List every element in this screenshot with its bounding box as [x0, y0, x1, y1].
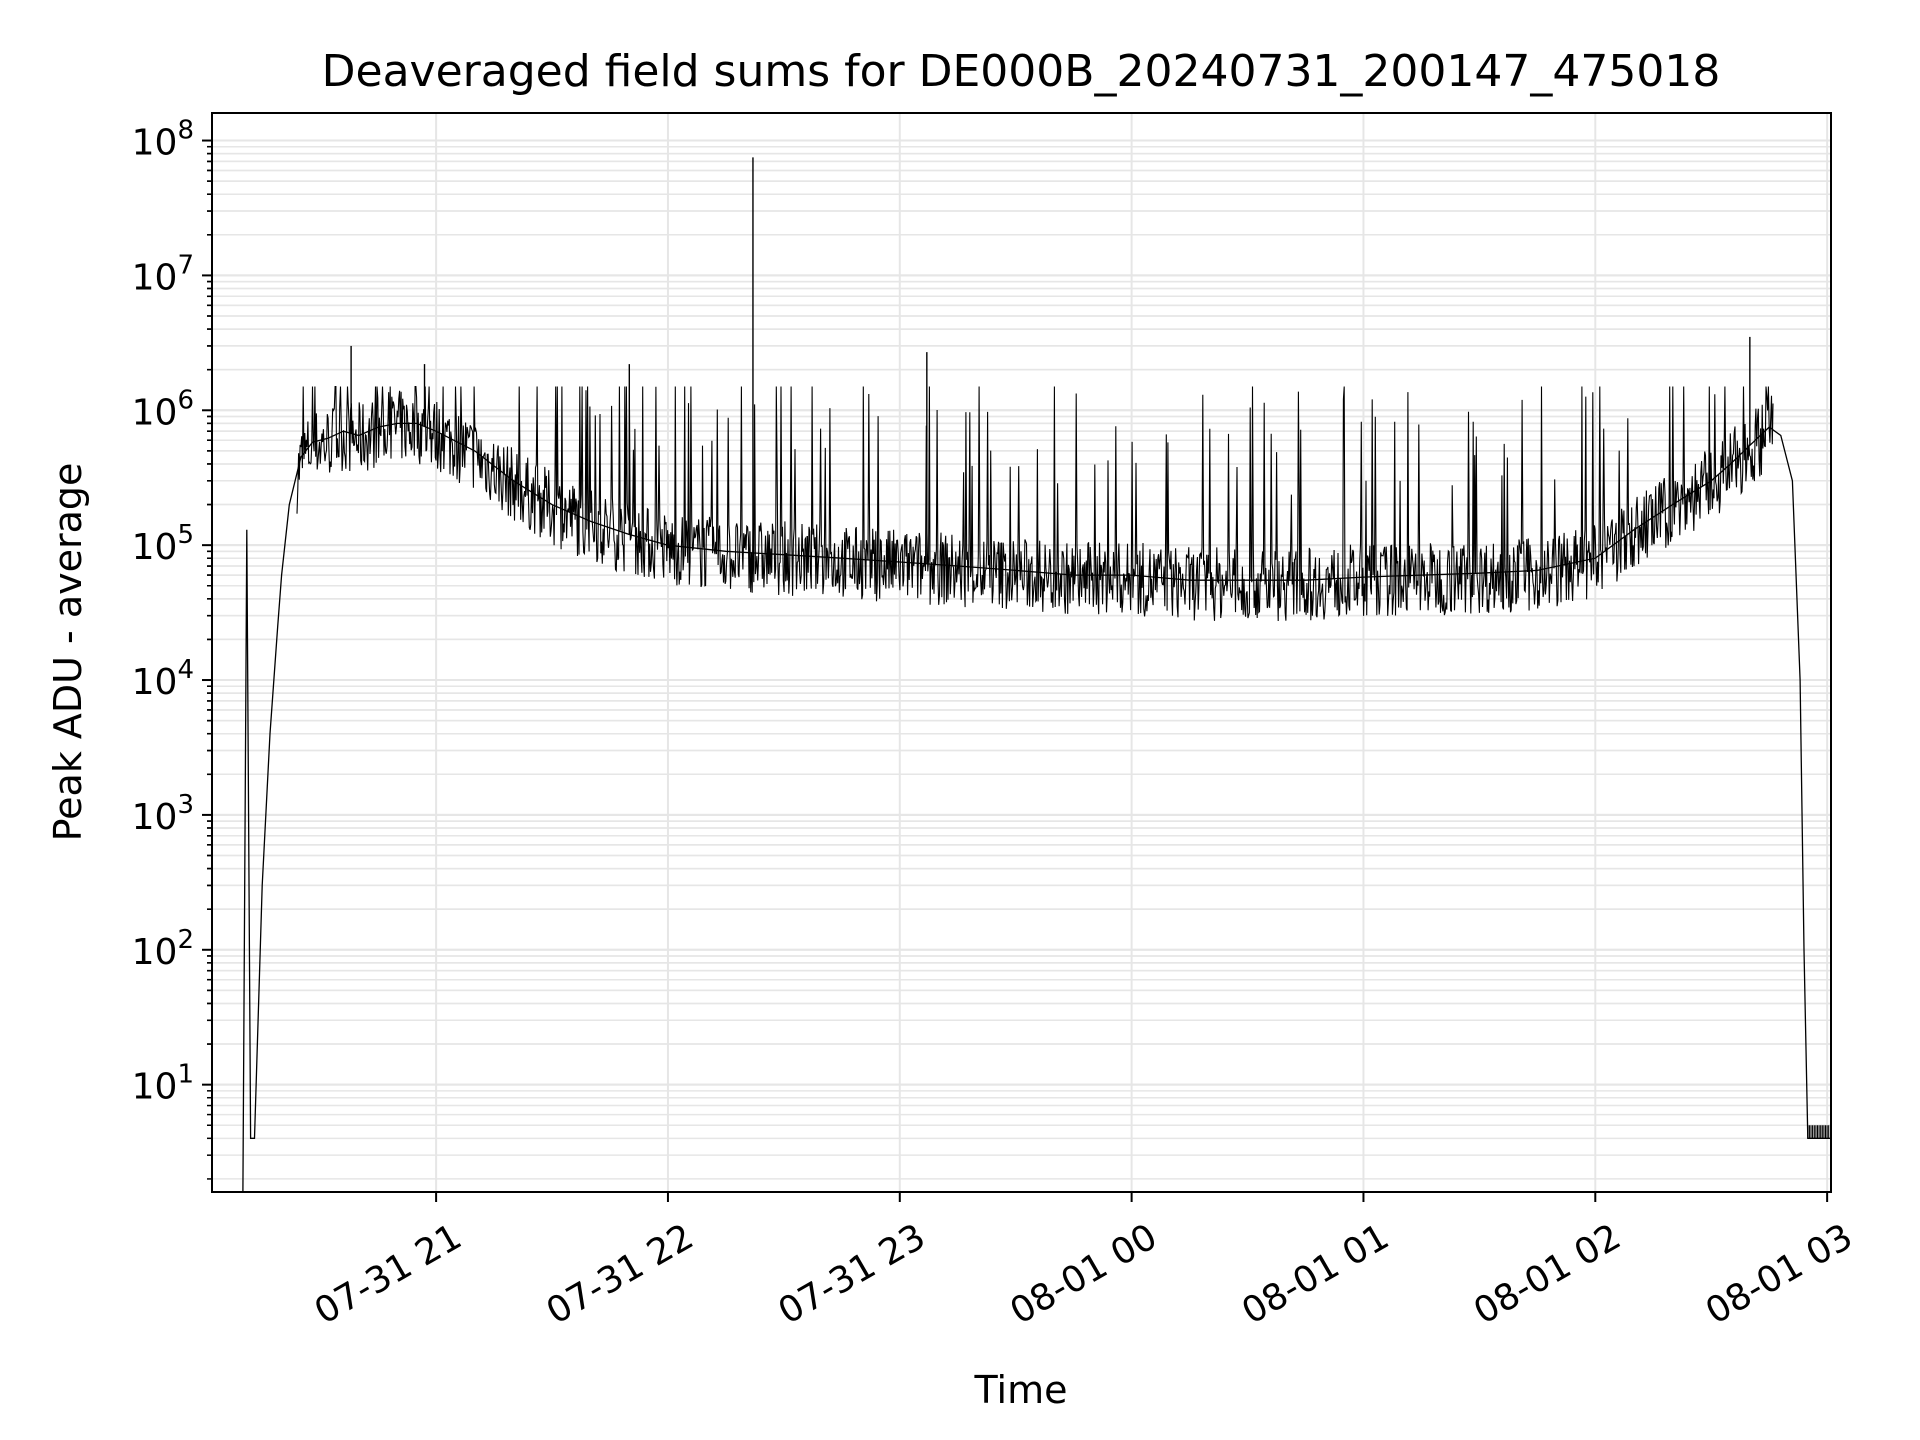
y-tick-label: 106	[132, 385, 194, 433]
series-spikes	[350, 157, 1751, 564]
y-tick-label: 101	[132, 1060, 194, 1108]
y-axis-label: Peak ADU - average	[46, 463, 90, 842]
x-axis-label: Time	[974, 1368, 1068, 1412]
y-tick-label: 107	[132, 250, 194, 298]
y-tick-label: 108	[132, 116, 194, 164]
chart-title: Deaveraged field sums for DE000B_2024073…	[322, 46, 1721, 97]
y-tick-label: 102	[132, 925, 194, 973]
grid	[212, 113, 1831, 1192]
series-noise-trace	[296, 385, 1774, 622]
y-tick-label: 103	[132, 790, 194, 838]
y-tick-label: 105	[132, 520, 194, 568]
y-tick-label: 104	[132, 655, 194, 703]
series-line	[242, 422, 1831, 1192]
y-axis: 101 102 103 104 105 106 107 108	[132, 116, 212, 1180]
plot-frame	[211, 112, 1832, 1193]
